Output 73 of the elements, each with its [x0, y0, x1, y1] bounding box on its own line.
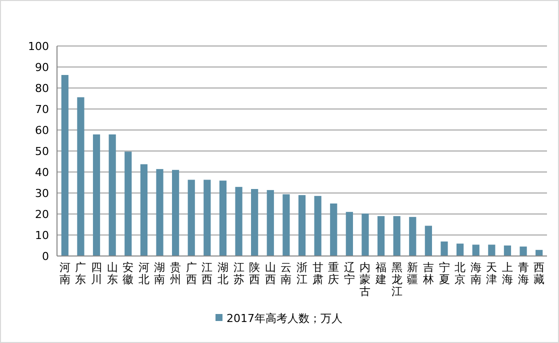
- x-tick-label: 北京: [454, 261, 466, 286]
- bar: [204, 180, 211, 256]
- bar: [108, 134, 116, 256]
- bar: [393, 216, 400, 256]
- bar: [61, 74, 68, 256]
- x-tick-label: 辽宁: [344, 261, 355, 286]
- x-tick-label: 浙江: [296, 261, 308, 286]
- x-tick-label: 安徽: [122, 261, 134, 286]
- x-tick-label: 内蒙古: [360, 261, 371, 298]
- x-tick-label: 贵州: [170, 261, 182, 286]
- bar: [346, 212, 353, 256]
- x-tick-label: 陕西: [249, 261, 260, 286]
- bar: [330, 204, 338, 256]
- x-tick-label: 河北: [138, 261, 150, 286]
- x-tick-label: 海南: [470, 261, 482, 286]
- x-tick-label: 重庆: [328, 261, 340, 286]
- bar: [266, 190, 274, 256]
- y-tick-label: 0: [42, 250, 49, 263]
- bar: [504, 246, 512, 256]
- x-tick-label: 甘肃: [312, 261, 324, 286]
- bar: [92, 134, 100, 256]
- bar: [235, 186, 242, 256]
- bar: [472, 244, 480, 256]
- x-tick-label: 福建: [374, 261, 387, 286]
- bar: [219, 180, 227, 256]
- y-tick-label: 90: [35, 61, 49, 74]
- bar: [440, 242, 448, 256]
- bar: [140, 164, 148, 256]
- x-tick-label: 广西: [186, 261, 197, 286]
- bar: [314, 196, 322, 256]
- x-tick-label: 四川: [91, 261, 102, 286]
- y-tick-label: 30: [35, 187, 49, 200]
- x-tick-label: 天津: [486, 261, 498, 286]
- x-tick-label: 湖北: [217, 261, 228, 286]
- bar: [282, 194, 290, 256]
- x-tick-label: 广东: [75, 261, 86, 286]
- bar: [424, 226, 432, 256]
- x-tick-label: 宁夏: [438, 261, 450, 286]
- bar: [251, 189, 258, 256]
- x-tick-label: 江苏: [233, 261, 244, 286]
- x-tick-label: 青海: [518, 261, 529, 286]
- bar: [188, 180, 195, 256]
- y-tick-label: 60: [35, 124, 49, 137]
- y-tick-label: 70: [35, 103, 49, 116]
- y-tick-label: 80: [35, 82, 49, 95]
- y-tick-label: 50: [35, 145, 49, 158]
- x-tick-label: 吉林: [422, 261, 434, 286]
- x-tick-label: 河南: [59, 261, 70, 286]
- bar: [172, 170, 180, 256]
- bar: [377, 216, 385, 256]
- bar: [124, 152, 132, 256]
- bar: [362, 214, 369, 256]
- x-tick-label: 西藏: [534, 261, 545, 286]
- x-tick-label: 山西: [264, 261, 276, 286]
- y-tick-label: 10: [35, 229, 49, 242]
- x-tick-label: 江西: [202, 261, 213, 286]
- bar: [298, 195, 306, 256]
- bar: [456, 244, 464, 256]
- x-tick-label: 山东: [106, 261, 118, 286]
- y-tick-label: 100: [28, 40, 49, 53]
- bar: [520, 246, 527, 256]
- legend-label: 2017年高考人数；万人: [226, 312, 342, 325]
- x-tick-label: 黑龙江: [391, 261, 402, 298]
- bar: [156, 169, 164, 256]
- x-tick-label: 湖南: [154, 261, 166, 286]
- y-tick-label: 40: [35, 166, 49, 179]
- bar: [77, 97, 84, 256]
- bar: [409, 216, 416, 256]
- x-tick-label: 新疆: [407, 261, 418, 286]
- bar: [488, 244, 496, 256]
- x-tick-label: 云南: [280, 261, 292, 286]
- x-tick-label: 上海: [502, 261, 513, 286]
- y-tick-label: 20: [35, 208, 49, 221]
